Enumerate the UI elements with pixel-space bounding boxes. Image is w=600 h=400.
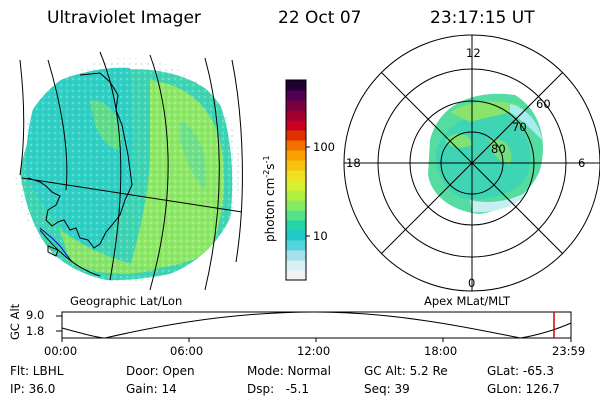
polar-grid xyxy=(343,34,600,292)
colorbar-segment xyxy=(286,160,306,171)
y-tick-1-8: 1.8 xyxy=(26,324,45,338)
status-filter: Flt: LBHL xyxy=(10,364,64,378)
geographic-caption: Geographic Lat/Lon xyxy=(70,294,183,308)
mlt-label-18: 18 xyxy=(346,156,361,170)
colorbar-segment xyxy=(286,110,306,121)
colorbar xyxy=(285,79,310,281)
mlt-label-0: 0 xyxy=(468,276,476,290)
mlt-label-12: 12 xyxy=(466,46,481,60)
x-tick-1200: 12:00 xyxy=(297,344,331,358)
x-tick-2359: 23:59 xyxy=(552,344,586,358)
status-glat: GLat: -65.3 xyxy=(487,364,554,378)
status-dsp: Dsp: -5.1 xyxy=(247,382,310,396)
colorbar-segment xyxy=(286,250,306,261)
mlt-label-6: 6 xyxy=(578,156,586,170)
time-label: 23:17:15 UT xyxy=(430,8,535,28)
colorbar-segment xyxy=(286,120,306,131)
colorbar-segment xyxy=(286,210,306,221)
colorbar-segment xyxy=(286,90,306,101)
colorbar-segment xyxy=(286,270,306,281)
colorbar-tick-10: 10 xyxy=(313,229,328,243)
colorbar-segment xyxy=(286,260,306,271)
x-tick-0000: 00:00 xyxy=(44,344,78,358)
colorbar-segment xyxy=(286,140,306,151)
status-mode: Mode: Normal xyxy=(247,364,331,378)
status-ip: IP: 36.0 xyxy=(10,382,56,396)
coastline xyxy=(27,72,133,249)
status-door: Door: Open xyxy=(126,364,195,378)
mlat-label-80: 80 xyxy=(491,142,506,156)
x-tick-1800: 18:00 xyxy=(424,344,458,358)
colorbar-tick-100: 100 xyxy=(313,140,335,154)
colorbar-segment xyxy=(286,130,306,141)
mlat-label-70: 70 xyxy=(512,120,527,134)
geo-grid xyxy=(19,51,243,291)
colorbar-segment xyxy=(286,190,306,201)
colorbar-segment xyxy=(286,80,306,91)
apex-caption: Apex MLat/MLT xyxy=(424,294,511,308)
colorbar-segment xyxy=(286,150,306,161)
status-seq: Seq: 39 xyxy=(364,382,410,396)
y-tick-9: 9.0 xyxy=(26,308,45,322)
mlat-label-60: 60 xyxy=(536,97,551,111)
colorbar-frame xyxy=(285,79,307,281)
status-glon: GLon: 126.7 xyxy=(487,382,560,396)
colorbar-segment xyxy=(286,220,306,231)
date-label: 22 Oct 07 xyxy=(278,8,362,28)
colorbar-segment xyxy=(286,240,306,251)
colorbar-segment xyxy=(286,200,306,211)
colorbar-segment xyxy=(286,180,306,191)
status-gain: Gain: 14 xyxy=(126,382,177,396)
colorbar-segment xyxy=(286,170,306,181)
colorbar-segment xyxy=(286,230,306,241)
polar-image xyxy=(428,93,543,214)
status-gc-alt: GC Alt: 5.2 Re xyxy=(364,364,448,378)
altitude-timeline xyxy=(56,311,572,342)
colorbar-segment xyxy=(286,100,306,111)
instrument-title: Ultraviolet Imager xyxy=(47,8,201,28)
x-tick-0600: 06:00 xyxy=(170,344,204,358)
